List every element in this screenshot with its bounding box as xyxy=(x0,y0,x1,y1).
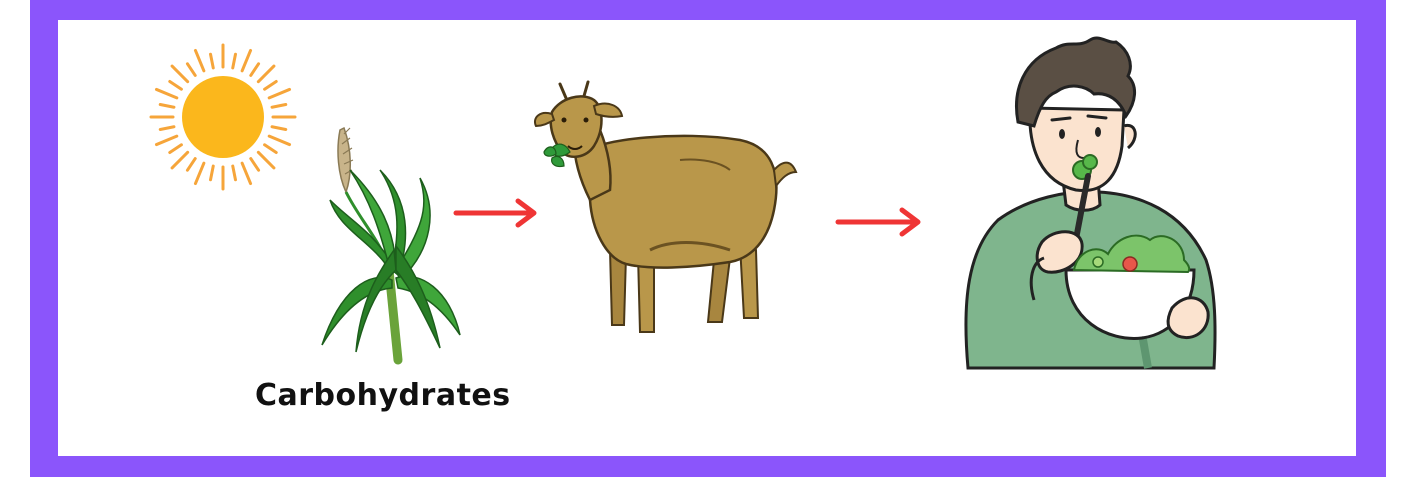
sun-ray xyxy=(270,103,288,109)
sun-ray xyxy=(240,161,253,186)
sun-ray xyxy=(249,62,261,77)
sun-ray xyxy=(170,64,190,84)
sun-ray xyxy=(249,157,261,172)
arrow-goat-to-person xyxy=(835,207,921,237)
sun-ray xyxy=(193,48,206,73)
caption-carbohydrates: Carbohydrates xyxy=(255,378,511,413)
sun-ray xyxy=(240,48,253,73)
sun-ray xyxy=(185,62,197,77)
sun-ray xyxy=(209,164,215,182)
sun-ray xyxy=(158,103,176,109)
sun-ray xyxy=(209,52,215,70)
sun-ray xyxy=(267,134,292,147)
sun-ray xyxy=(231,52,237,70)
sun-ray xyxy=(154,87,179,100)
grass-plant-icon xyxy=(321,126,461,365)
sun-ray xyxy=(263,143,278,155)
goat-icon xyxy=(534,80,798,333)
sun-icon xyxy=(149,43,297,191)
sun-ray xyxy=(263,79,278,91)
sun-ray xyxy=(170,150,190,170)
sun-ray xyxy=(154,134,179,147)
sun-ray xyxy=(267,87,292,100)
sun-ray xyxy=(185,157,197,172)
sun-ray xyxy=(256,150,276,170)
sun-ray xyxy=(193,161,206,186)
sun-ray xyxy=(270,125,288,131)
sun-ray xyxy=(168,143,183,155)
sun-ray xyxy=(231,164,237,182)
arrow-grass-to-goat xyxy=(453,198,537,228)
sun-ray xyxy=(168,79,183,91)
sun-ray xyxy=(256,64,276,84)
person-eating-salad-icon xyxy=(964,36,1217,370)
sun-ray xyxy=(158,125,176,131)
